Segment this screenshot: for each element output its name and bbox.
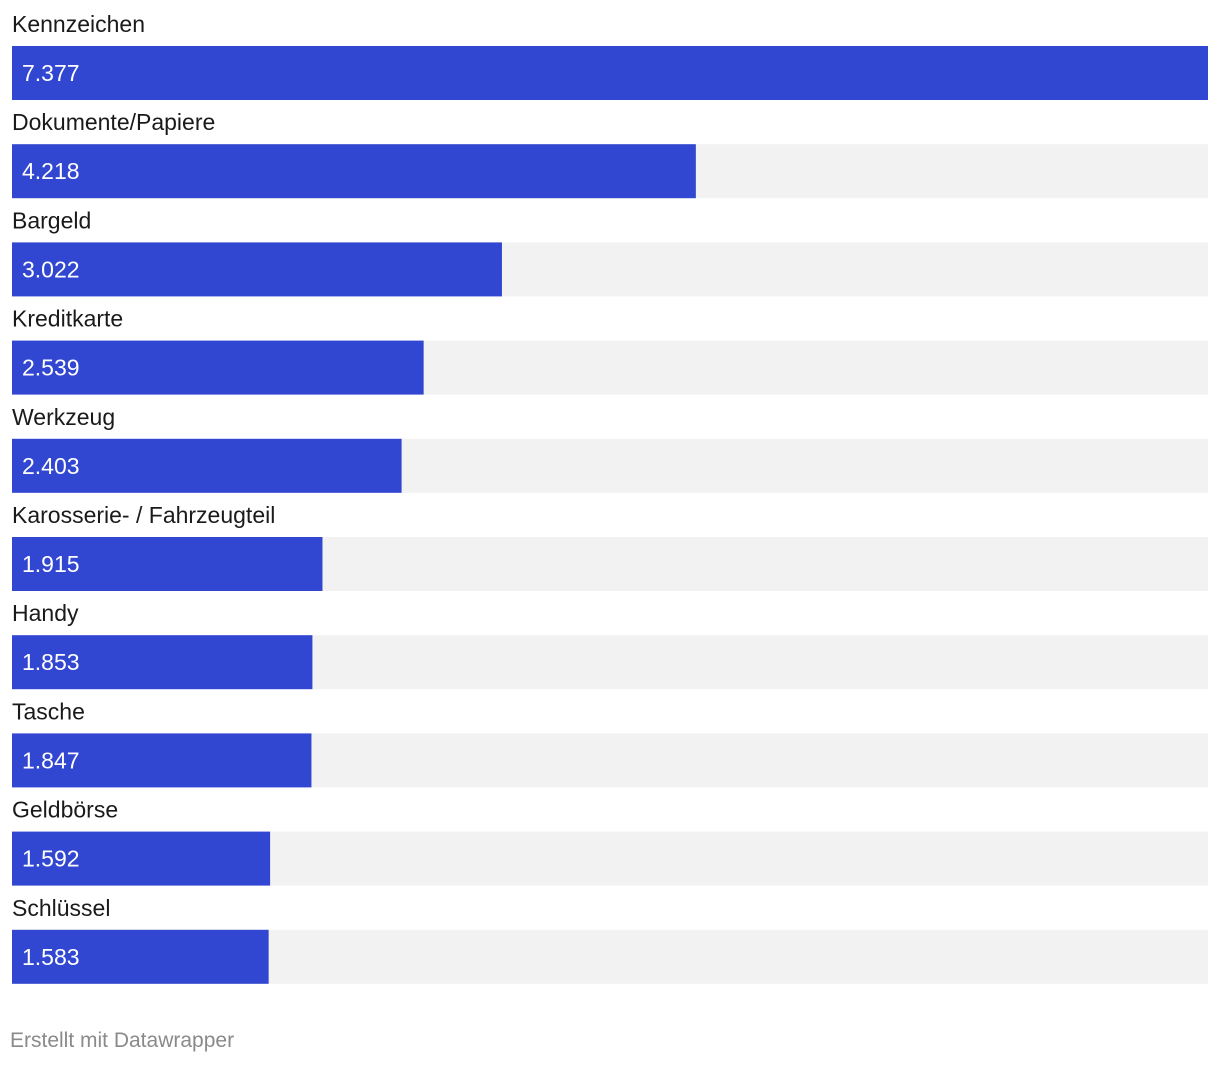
category-label: Handy	[12, 600, 79, 626]
category-label: Tasche	[12, 698, 85, 724]
bar-row: Handy 1.853	[12, 600, 1208, 690]
bar	[12, 242, 502, 297]
category-label: Geldbörse	[12, 797, 118, 823]
bar-row: Geldbörse 1.592	[12, 797, 1208, 886]
bar-row: Werkzeug 2.403	[12, 404, 1208, 493]
bar	[12, 144, 696, 199]
value-label: 1.847	[22, 747, 80, 773]
footer-credit: Erstellt mit Datawrapper	[10, 1029, 235, 1052]
bar-row: Kreditkarte 2.539	[12, 306, 1208, 395]
bar-row: Dokumente/Papiere 4.218	[12, 109, 1208, 199]
value-label: 1.583	[22, 944, 80, 970]
category-label: Schlüssel	[12, 895, 110, 921]
bar	[12, 635, 313, 690]
bar-row: Karosserie- / Fahrzeugteil 1.915	[12, 502, 1208, 591]
category-label: Karosserie- / Fahrzeugteil	[12, 502, 275, 528]
value-label: 2.539	[22, 355, 80, 381]
value-label: 3.022	[22, 256, 80, 282]
value-label: 1.853	[22, 649, 80, 675]
value-label: 1.592	[22, 846, 80, 872]
category-label: Kreditkarte	[12, 306, 123, 332]
bar-row: Kennzeichen 7.377	[12, 11, 1208, 100]
bar	[12, 831, 271, 886]
bar-row: Schlüssel 1.583	[12, 895, 1208, 984]
category-label: Dokumente/Papiere	[12, 109, 215, 135]
category-label: Bargeld	[12, 207, 91, 233]
bar-row: Tasche 1.847	[12, 698, 1208, 788]
category-label: Kennzeichen	[12, 11, 145, 37]
bar	[12, 733, 312, 788]
value-label: 1.915	[22, 551, 80, 577]
bar	[12, 438, 402, 493]
bar	[12, 340, 424, 395]
value-label: 4.218	[22, 158, 80, 184]
value-label: 2.403	[22, 453, 80, 479]
bar-chart: Kennzeichen 7.377 Dokumente/Papiere 4.218 Ba…	[12, 11, 1208, 984]
bar	[12, 929, 269, 984]
category-label: Werkzeug	[12, 404, 115, 430]
value-label: 7.377	[22, 60, 80, 86]
bar-row: Bargeld 3.022	[12, 207, 1208, 297]
bar	[12, 537, 323, 591]
bar	[12, 46, 1208, 100]
